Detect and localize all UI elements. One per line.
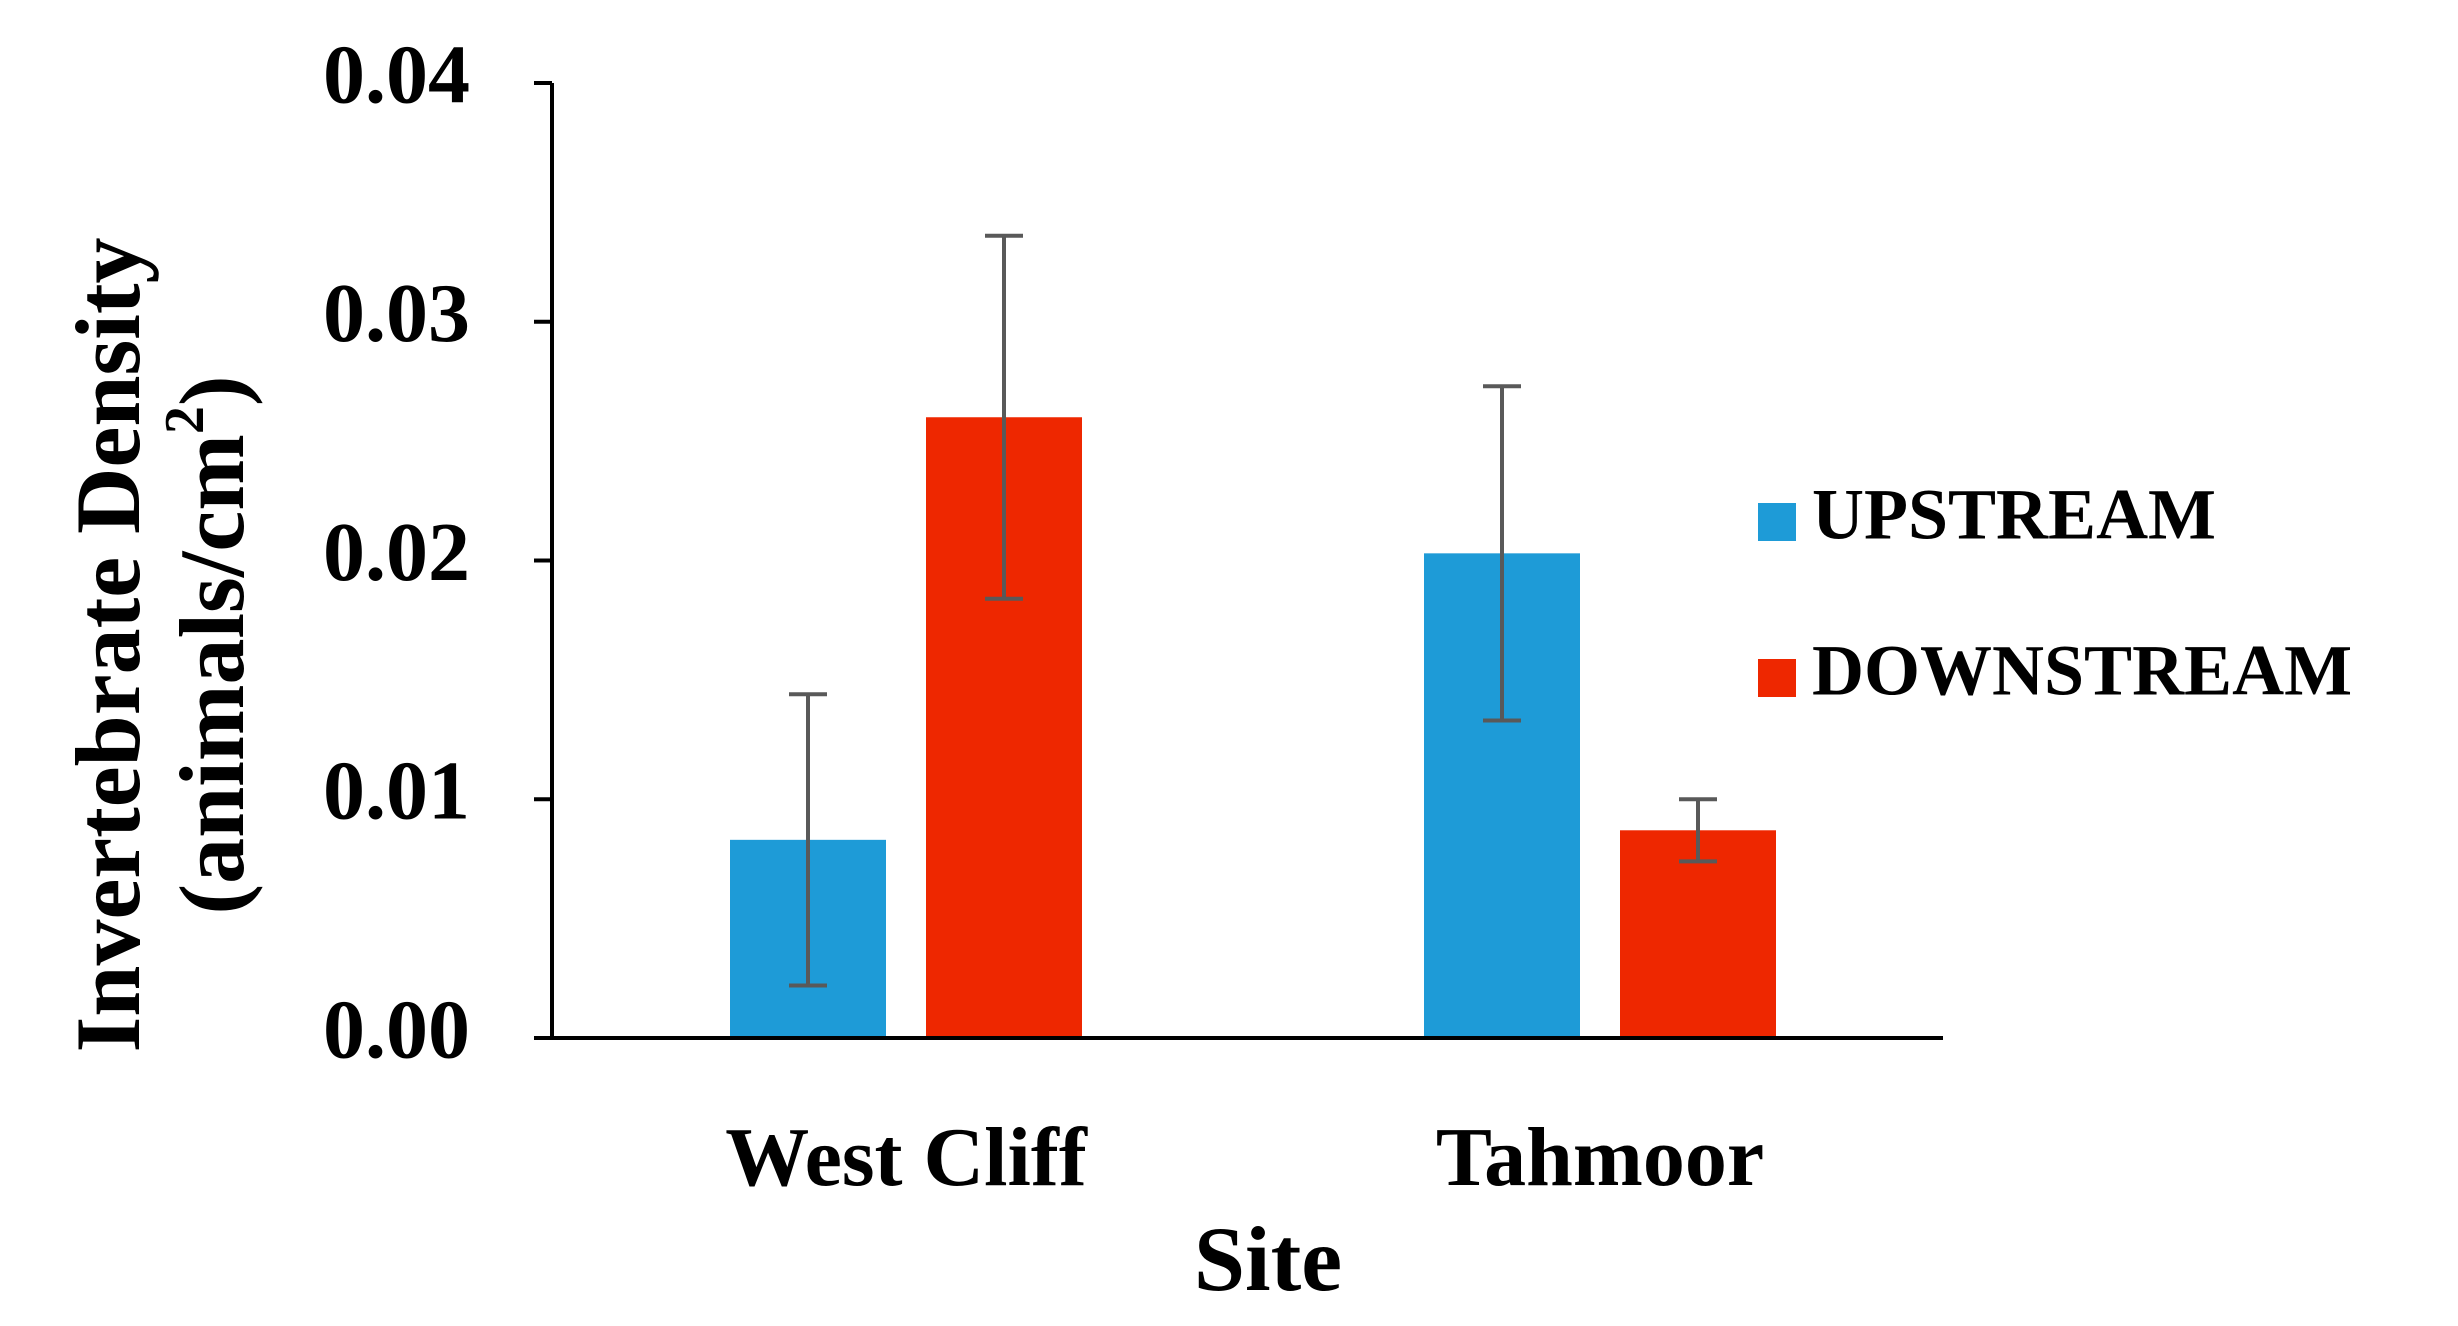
y-tick-label: 0.03 xyxy=(323,267,470,360)
legend-item-upstream: UPSTREAM xyxy=(1758,475,2216,555)
legend-label-downstream: DOWNSTREAM xyxy=(1812,631,2352,711)
legend: UPSTREAM DOWNSTREAM xyxy=(1758,475,2352,711)
legend-swatch-upstream xyxy=(1758,503,1796,541)
bar-downstream-tahmoor xyxy=(1620,830,1776,1038)
y-axis-title-line1: Invertebrate Density xyxy=(57,237,159,1052)
y-axis-unit-prefix: (animals/cm xyxy=(161,434,263,914)
bars-group xyxy=(730,417,1776,1038)
y-axis-subtitle: (animals/cm2) xyxy=(154,375,263,914)
y-tick-label: 0.04 xyxy=(323,28,470,121)
legend-item-downstream: DOWNSTREAM xyxy=(1758,631,2352,711)
y-tick-label: 0.02 xyxy=(323,506,470,599)
y-axis-unit-suffix: ) xyxy=(161,375,263,406)
y-axis-unit-superscript: 2 xyxy=(154,406,216,434)
y-tick-label: 0.00 xyxy=(323,983,470,1076)
y-axis-title-line2: (animals/cm2) xyxy=(154,375,263,914)
x-axis-title: Site xyxy=(1194,1208,1342,1310)
y-ticks-group: 0.00 0.01 0.02 0.03 0.04 xyxy=(323,28,552,1076)
legend-label-upstream: UPSTREAM xyxy=(1812,475,2216,555)
error-bars-group xyxy=(789,233,1717,988)
y-axis-title: Invertebrate Density xyxy=(57,237,159,1052)
x-category-label: Tahmoor xyxy=(1436,1111,1764,1204)
y-tick-label: 0.01 xyxy=(323,745,470,838)
x-category-labels: West Cliff Tahmoor xyxy=(725,1111,1764,1204)
x-category-label: West Cliff xyxy=(725,1111,1088,1204)
legend-swatch-downstream xyxy=(1758,659,1796,697)
